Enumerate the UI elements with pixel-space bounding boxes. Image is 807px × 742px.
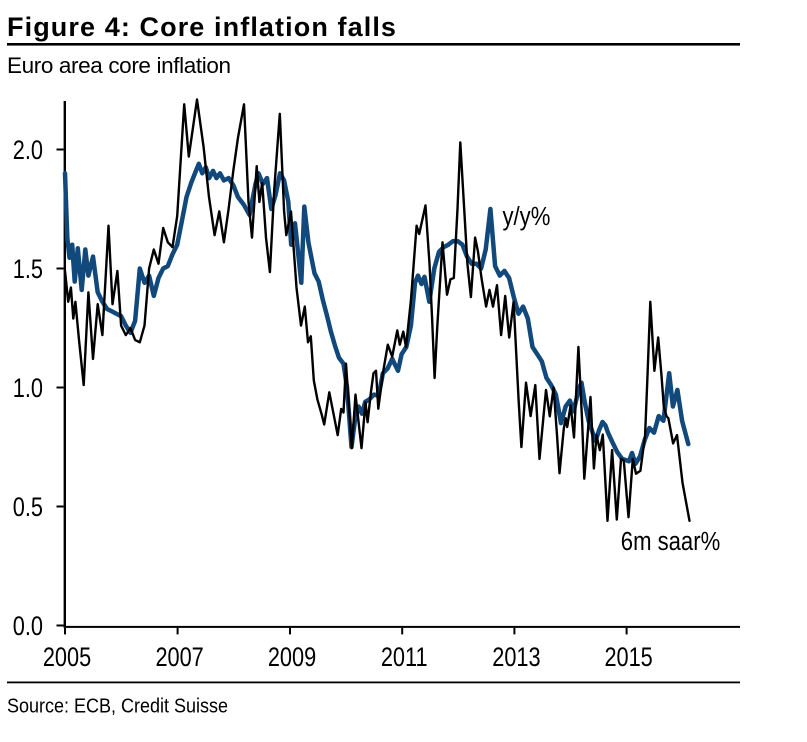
- svg-text:Source: ECB, Credit Suisse: Source: ECB, Credit Suisse: [7, 696, 228, 718]
- svg-text:2007: 2007: [155, 643, 203, 673]
- svg-text:2.0: 2.0: [13, 136, 43, 166]
- svg-text:2005: 2005: [43, 643, 91, 673]
- svg-text:1.0: 1.0: [13, 374, 43, 404]
- svg-text:0.5: 0.5: [13, 493, 43, 523]
- svg-text:0.0: 0.0: [13, 612, 43, 642]
- svg-text:Figure 4: Core inflation falls: Figure 4: Core inflation falls: [7, 12, 397, 42]
- svg-text:6m saar%: 6m saar%: [621, 527, 720, 556]
- svg-text:2011: 2011: [381, 643, 428, 673]
- svg-text:y/y%: y/y%: [503, 202, 551, 231]
- svg-text:2015: 2015: [604, 643, 652, 673]
- svg-text:2013: 2013: [492, 643, 540, 673]
- svg-text:Euro area core inflation: Euro area core inflation: [7, 53, 231, 78]
- svg-text:1.5: 1.5: [13, 255, 43, 285]
- svg-text:2009: 2009: [268, 643, 316, 673]
